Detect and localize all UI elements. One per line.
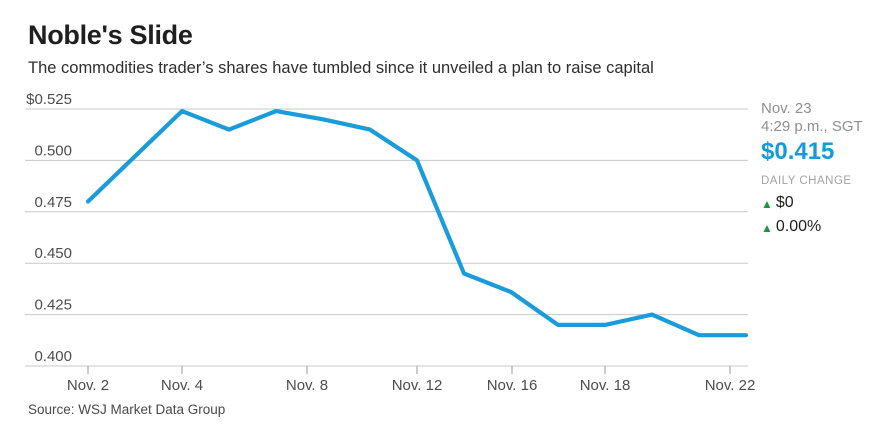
up-arrow-icon: ▲: [761, 220, 773, 235]
y-axis-label: $0.525: [26, 91, 72, 108]
change-value-row: ▲ $0: [761, 194, 883, 213]
change-percent: 0.00%: [775, 218, 822, 236]
change-percent-row: ▲ 0.00%: [761, 218, 883, 237]
quote-date: Nov. 23: [761, 100, 812, 117]
last-price: $0.415: [761, 138, 835, 166]
quote-panel: Nov. 23 4:29 p.m., SGT $0.415 DAILY CHAN…: [761, 100, 883, 242]
x-axis-label: Nov. 8: [286, 377, 328, 394]
up-arrow-icon: ▲: [761, 196, 773, 211]
x-axis-label: Nov. 12: [392, 377, 443, 394]
x-axis-label: Nov. 4: [161, 377, 203, 394]
quote-time: 4:29 p.m., SGT: [761, 117, 863, 135]
daily-change-label: DAILY CHANGE: [761, 174, 852, 187]
page-title: Noble's Slide: [28, 20, 193, 50]
y-axis-label: 0.425: [34, 297, 72, 314]
x-axis-label: Nov. 18: [580, 377, 631, 394]
y-axis-label: 0.475: [34, 194, 72, 211]
change-value: $0: [775, 194, 794, 212]
x-axis-label: Nov. 16: [487, 377, 538, 394]
source-attribution: Source: WSJ Market Data Group: [28, 402, 226, 417]
chart-subtitle: The commodities trader’s shares have tum…: [28, 59, 654, 77]
y-axis-label: 0.500: [34, 142, 72, 159]
y-axis-label: 0.400: [34, 348, 72, 365]
x-axis-label: Nov. 2: [67, 377, 109, 394]
x-axis-label: Nov. 22: [705, 377, 756, 394]
y-axis-label: 0.450: [34, 245, 72, 262]
price-line: [85, 108, 749, 338]
